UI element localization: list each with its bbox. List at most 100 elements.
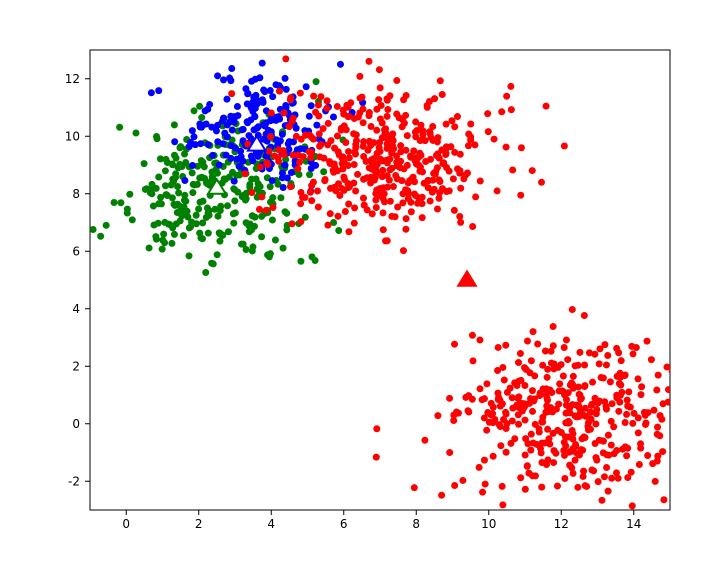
data-point	[558, 429, 565, 436]
data-point	[146, 245, 153, 252]
data-point	[394, 162, 401, 169]
data-point	[603, 406, 610, 413]
data-point	[342, 139, 349, 146]
x-tick-label: 6	[340, 517, 348, 531]
data-point	[259, 60, 266, 67]
data-point	[613, 394, 620, 401]
data-point	[228, 90, 235, 97]
data-point	[258, 233, 265, 240]
data-point	[174, 209, 181, 216]
data-point	[434, 412, 441, 419]
data-point	[310, 179, 317, 186]
data-point	[388, 143, 395, 150]
data-point	[249, 247, 256, 254]
data-point	[446, 168, 453, 175]
data-point	[479, 396, 486, 403]
data-point	[279, 170, 286, 177]
data-point	[323, 105, 330, 112]
data-point	[283, 210, 290, 217]
data-point	[198, 157, 205, 164]
data-point	[608, 475, 615, 482]
data-point	[404, 162, 411, 169]
data-point	[224, 133, 231, 140]
data-point	[567, 381, 574, 388]
data-point	[488, 400, 495, 407]
data-point	[313, 78, 320, 85]
data-point	[406, 177, 413, 184]
data-point	[331, 145, 338, 152]
data-point	[297, 218, 304, 225]
data-point	[532, 421, 539, 428]
data-point	[655, 372, 662, 379]
data-point	[340, 107, 347, 114]
data-point	[388, 149, 395, 156]
data-point	[341, 122, 348, 129]
data-point	[191, 107, 198, 114]
data-point	[587, 409, 594, 416]
data-point	[205, 230, 212, 237]
data-point	[290, 115, 297, 122]
data-point	[564, 356, 571, 363]
data-point	[576, 349, 583, 356]
data-point	[231, 197, 238, 204]
data-point	[234, 103, 241, 110]
data-point	[230, 185, 237, 192]
data-point	[297, 145, 304, 152]
data-point	[159, 246, 166, 253]
data-point	[497, 403, 504, 410]
data-point	[618, 389, 625, 396]
data-point	[379, 158, 386, 165]
data-point	[450, 175, 457, 182]
data-point	[384, 136, 391, 143]
data-point	[456, 213, 463, 220]
data-point	[589, 379, 596, 386]
data-point	[424, 177, 431, 184]
data-point	[263, 207, 270, 214]
data-point	[429, 123, 436, 130]
data-point	[386, 177, 393, 184]
data-point	[342, 208, 349, 215]
data-point	[659, 448, 666, 455]
data-point	[485, 128, 492, 135]
data-point	[320, 168, 327, 175]
data-point	[248, 189, 255, 196]
data-point	[586, 349, 593, 356]
data-point	[181, 177, 188, 184]
data-point	[479, 489, 486, 496]
data-point	[111, 199, 118, 206]
data-point	[595, 478, 602, 485]
data-point	[196, 175, 203, 182]
data-point	[539, 414, 546, 421]
data-point	[502, 409, 509, 416]
data-point	[500, 416, 507, 423]
data-point	[540, 385, 547, 392]
data-point	[267, 87, 274, 94]
data-point	[443, 121, 450, 128]
data-point	[276, 88, 283, 95]
data-point	[189, 162, 196, 169]
data-point	[451, 482, 458, 489]
data-point	[354, 171, 361, 178]
data-point	[251, 223, 258, 230]
data-point	[199, 198, 206, 205]
data-point	[380, 209, 387, 216]
data-point	[286, 123, 293, 130]
data-point	[384, 113, 391, 120]
data-point	[193, 212, 200, 219]
data-point	[596, 360, 603, 367]
data-point	[281, 162, 288, 169]
data-point	[572, 443, 579, 450]
data-point	[279, 131, 286, 138]
data-point	[237, 148, 244, 155]
x-tick-label: 4	[267, 517, 275, 531]
data-point	[196, 103, 203, 110]
data-point	[467, 121, 474, 128]
data-point	[171, 138, 178, 145]
data-point	[162, 156, 169, 163]
data-point	[615, 475, 622, 482]
data-point	[604, 352, 611, 359]
data-point	[483, 380, 490, 387]
data-point	[239, 158, 246, 165]
data-point	[334, 103, 341, 110]
data-point	[517, 474, 524, 481]
